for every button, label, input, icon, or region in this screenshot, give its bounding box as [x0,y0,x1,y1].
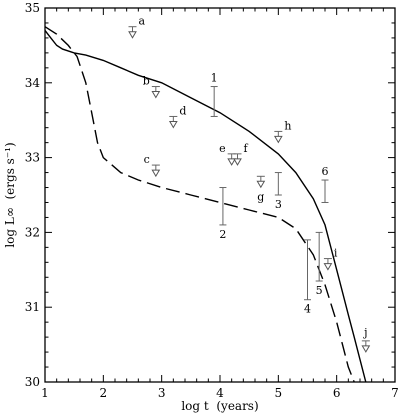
measurement-label: 2 [219,228,226,241]
y-tick-label: 32 [25,225,40,239]
upper-limit-label: b [143,75,150,88]
upper-limit-j: j [361,326,371,353]
measurement-3: 3 [274,172,282,211]
measurement-label: 4 [304,303,311,316]
measurement-label: 5 [316,284,323,297]
measurement-error-bars: 1 2 3 45 6 [210,72,329,316]
upper-limit-label: f [244,142,249,155]
upper-limit-label: c [144,153,150,166]
upper-limit-label: h [284,119,291,132]
y-tick-label: 30 [25,375,40,389]
limit-arrow [256,180,266,189]
limit-arrow [151,169,161,178]
measurement-5: 5 [315,231,323,297]
upper-limit-g: g [256,175,266,203]
plot-frame [44,7,396,383]
x-tick-label: 3 [158,386,166,400]
y-tick-label: 34 [25,76,41,90]
measurement-label: 3 [275,198,282,211]
upper-limit-b: b [143,75,161,99]
series-lines [44,26,367,383]
x-tick-label: 7 [391,386,399,400]
limit-arrow [273,135,283,144]
axis-ticks [44,7,396,383]
x-tick-label: 1 [41,386,49,400]
y-tick-label: 35 [25,1,40,15]
upper-limit-label: d [179,104,186,117]
series-line-dashed [44,26,355,383]
limit-arrow [151,91,161,99]
upper-limit-label: g [257,190,264,203]
limit-arrow [323,263,333,271]
x-tick-label: 2 [100,386,108,400]
limit-arrow [361,345,371,353]
upper-limit-c: c [144,153,161,178]
upper-limit-label: e [219,142,226,155]
upper-limit-markers: a b c d e f g h i j [128,15,371,353]
y-tick-label: 33 [25,151,40,165]
x-tick-label: 4 [216,386,224,400]
series-line-solid [44,29,367,383]
upper-limit-i: i [323,247,338,271]
x-tick-label: 5 [275,386,283,400]
x-axis-label: log t (years) [181,399,258,413]
y-tick-label: 31 [25,300,40,314]
upper-limit-d: d [168,104,186,129]
upper-limit-label: i [334,247,338,260]
upper-limit-label: a [139,15,146,28]
measurement-1: 1 [210,72,218,117]
measurement-4: 4 [304,239,311,316]
upper-limit-h: h [273,119,291,144]
measurement-6: 6 [321,165,329,203]
upper-limit-a: a [128,15,146,39]
measurement-2: 2 [219,187,227,241]
measurement-label: 1 [211,72,218,85]
upper-limit-f: f [233,142,249,166]
limit-arrow [128,31,137,39]
limit-arrow [168,120,178,129]
limit-arrow [227,158,237,166]
upper-limit-e: e [219,142,237,166]
limit-arrow [233,158,242,166]
upper-limit-label: j [362,326,367,339]
measurement-label: 6 [322,165,329,178]
x-tick-label: 6 [333,386,341,400]
y-axis-label: log L∞ (ergs s⁻¹) [3,142,17,247]
